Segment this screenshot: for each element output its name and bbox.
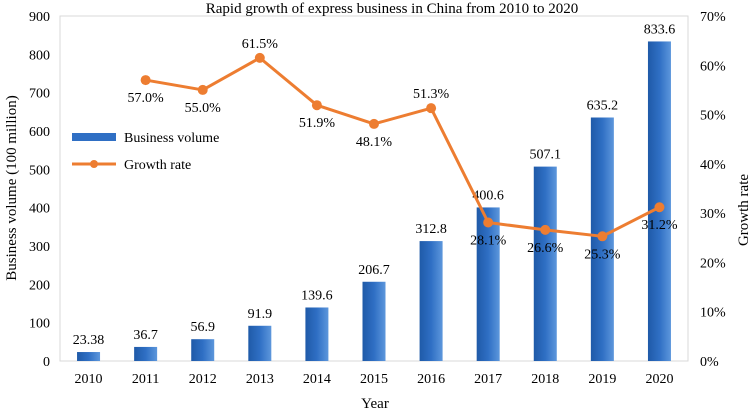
x-tick-label: 2017 xyxy=(474,372,502,387)
bar xyxy=(362,281,386,361)
bar-data-label: 139.6 xyxy=(301,288,333,303)
x-tick-label: 2011 xyxy=(132,372,159,387)
x-tick-label: 2014 xyxy=(303,372,331,387)
bar xyxy=(77,352,101,361)
y-tick-label: 800 xyxy=(29,48,50,63)
y-tick-label: 400 xyxy=(29,202,50,217)
x-tick-label: 2016 xyxy=(417,372,445,387)
line-data-label: 25.3% xyxy=(584,247,621,262)
y-tick-label: 900 xyxy=(29,10,50,25)
bar-data-label: 36.7 xyxy=(133,328,158,343)
bar-data-label: 91.9 xyxy=(248,307,273,322)
bar-data-label: 400.6 xyxy=(472,188,504,203)
y-axis-right-title: Growth rate xyxy=(736,174,752,246)
line-data-label: 28.1% xyxy=(470,234,507,249)
bar xyxy=(533,166,557,361)
y-right-tick-label: 10% xyxy=(700,306,726,321)
y-tick-label: 0 xyxy=(43,355,50,370)
line-data-label: 57.0% xyxy=(128,91,165,106)
x-tick-label: 2010 xyxy=(75,372,103,387)
bar-data-label: 833.6 xyxy=(644,22,676,37)
x-tick-label: 2015 xyxy=(360,372,388,387)
line-point xyxy=(254,52,265,63)
line-point xyxy=(369,118,379,129)
line-point xyxy=(140,75,151,86)
legend-marker-growth-rate xyxy=(90,160,98,168)
y-right-tick-label: 50% xyxy=(700,109,726,124)
line-point xyxy=(540,224,551,235)
bar-data-label: 507.1 xyxy=(530,148,562,163)
y-axis-right-ticks: 0% 10% 20% 30% 40% 50% 60% 70% xyxy=(700,10,726,370)
bar-data-label: 23.38 xyxy=(73,333,105,348)
bar-data-label: 56.9 xyxy=(190,320,215,335)
line-data-label: 26.6% xyxy=(527,241,564,256)
bar xyxy=(305,307,329,361)
bar-data-labels: 23.38 36.7 56.9 91.9 139.6 206.7 312.8 400.6 507… xyxy=(73,22,675,348)
y-axis-title: Business volume (100 million) xyxy=(4,95,20,280)
y-right-tick-label: 30% xyxy=(700,207,726,222)
line-data-labels: 57.0% 55.0% 61.5% 51.9% 48.1% 51.3% 28.1% 26.6%… xyxy=(128,37,678,262)
line-series xyxy=(140,52,665,242)
x-tick-label: 2019 xyxy=(588,372,616,387)
bar-data-label: 312.8 xyxy=(415,222,447,237)
line-point xyxy=(483,217,494,228)
y-tick-label: 600 xyxy=(29,125,50,140)
bar xyxy=(248,325,272,361)
line-point xyxy=(311,100,322,111)
x-tick-label: 2020 xyxy=(645,372,673,387)
line-data-label: 61.5% xyxy=(242,37,279,52)
bar xyxy=(647,41,671,361)
legend-label-growth-rate: Growth rate xyxy=(124,158,191,173)
bar-data-label: 635.2 xyxy=(587,99,619,114)
bar-data-label: 206.7 xyxy=(358,263,390,278)
y-tick-label: 300 xyxy=(29,240,50,255)
y-right-tick-label: 40% xyxy=(700,158,726,173)
bar xyxy=(191,339,215,361)
bar xyxy=(476,207,500,361)
line-point xyxy=(654,202,665,213)
y-right-tick-label: 20% xyxy=(700,256,726,271)
x-axis-ticks: 2010 2011 2012 2013 2014 2015 2016 2017 2018 2019… xyxy=(75,372,674,387)
legend: Business volume Growth rate xyxy=(72,131,219,173)
y-tick-label: 700 xyxy=(29,87,50,102)
legend-swatch-business-volume xyxy=(72,133,116,141)
line-data-label: 51.9% xyxy=(299,116,336,131)
x-tick-label: 2018 xyxy=(531,372,559,387)
y-right-tick-label: 60% xyxy=(700,59,726,74)
line-data-label: 55.0% xyxy=(185,101,222,116)
y-tick-label: 500 xyxy=(29,163,50,178)
x-tick-label: 2012 xyxy=(189,372,217,387)
y-axis-ticks: 0 100 200 300 400 500 600 700 800 900 xyxy=(29,10,50,370)
line-point xyxy=(426,103,437,114)
line-data-label: 51.3% xyxy=(413,87,450,102)
chart-title: Rapid growth of express business in Chin… xyxy=(206,1,578,17)
y-right-tick-label: 70% xyxy=(700,10,726,25)
bar xyxy=(419,241,443,361)
y-right-tick-label: 0% xyxy=(700,355,719,370)
line-data-label: 48.1% xyxy=(356,135,393,150)
x-axis-title: Year xyxy=(361,396,389,412)
legend-label-business-volume: Business volume xyxy=(124,131,219,146)
x-tick-label: 2013 xyxy=(246,372,274,387)
y-tick-label: 100 xyxy=(29,317,50,332)
y-tick-label: 200 xyxy=(29,278,50,293)
line-point xyxy=(597,231,608,242)
bar xyxy=(134,346,158,361)
line-data-label: 31.2% xyxy=(641,218,678,233)
line-point xyxy=(197,84,208,95)
growth-rate-line xyxy=(145,56,661,238)
